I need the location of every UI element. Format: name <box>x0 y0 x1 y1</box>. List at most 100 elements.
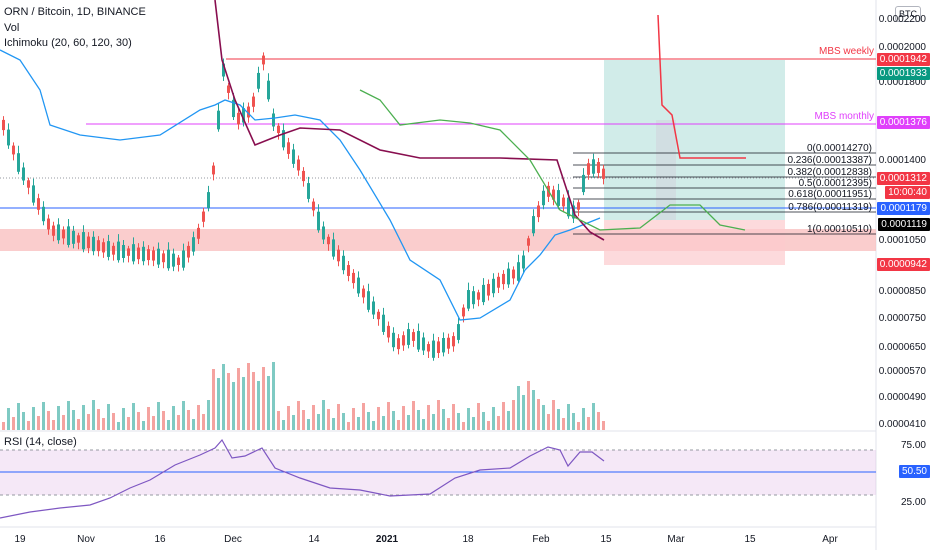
candle-body <box>532 216 535 234</box>
volume-bar <box>252 372 255 430</box>
candle-body <box>272 113 275 127</box>
candle-body <box>262 55 265 65</box>
volume-bar <box>117 422 120 430</box>
candle-body <box>447 337 450 349</box>
volume-bar <box>522 395 525 430</box>
volume-bar <box>112 413 115 430</box>
candle-body <box>377 311 380 320</box>
candle-body <box>477 292 480 300</box>
mbs-weekly-label: MBS weekly <box>819 46 874 57</box>
position-loss-zone <box>604 220 785 265</box>
volume-bar <box>212 369 215 430</box>
volume-bar <box>602 421 605 430</box>
volume-bar <box>587 417 590 430</box>
volume-bar <box>102 418 105 430</box>
volume-bar <box>272 362 275 430</box>
fib-level-label: 0.786(0.00011319) <box>788 202 872 213</box>
candle-body <box>92 236 95 252</box>
volume-bar <box>532 390 535 430</box>
currency-badge[interactable]: BTC <box>895 6 921 22</box>
symbol-title[interactable]: ORN / Bitcoin, 1D, BINANCE <box>4 6 146 18</box>
candle-body <box>522 255 525 269</box>
volume-bar <box>152 416 155 430</box>
volume-bar <box>562 418 565 430</box>
volume-bar <box>317 414 320 430</box>
volume-bar <box>307 419 310 430</box>
volume-bar <box>182 401 185 430</box>
time-tick: Nov <box>77 534 95 545</box>
candle-body <box>52 225 55 236</box>
volume-bar <box>362 403 365 430</box>
vol-indicator-label[interactable]: Vol <box>4 22 20 34</box>
fib-level-label: 1(0.00010510) <box>807 224 872 235</box>
candle-body <box>237 112 240 125</box>
volume-bar <box>477 403 480 430</box>
candle-body <box>72 230 75 244</box>
volume-bar <box>472 417 475 430</box>
volume-bar <box>457 413 460 430</box>
volume-bar <box>482 412 485 430</box>
volume-bar <box>297 401 300 430</box>
rsi-indicator-label[interactable]: RSI (14, close) <box>4 436 77 448</box>
volume-bar <box>517 386 520 430</box>
volume-bar <box>137 412 140 430</box>
time-tick: 15 <box>600 534 612 545</box>
candle-body <box>132 244 135 262</box>
candle-body <box>412 332 415 341</box>
candle-body <box>392 332 395 348</box>
candle-body <box>152 250 155 261</box>
volume-bar <box>282 420 285 430</box>
candle-body <box>217 110 220 130</box>
volume-bar <box>32 407 35 430</box>
volume-bar <box>292 415 295 430</box>
candle-body <box>122 245 125 258</box>
volume-bar <box>552 400 555 430</box>
volume-bar <box>147 407 150 430</box>
volume-bar <box>157 402 160 430</box>
volume-bar <box>582 408 585 430</box>
ichimoku-conversion-line <box>0 49 601 321</box>
candle-body <box>427 344 430 352</box>
candle-body <box>462 307 465 317</box>
volume-bar <box>132 403 135 430</box>
candle-body <box>112 245 115 255</box>
volume-bar <box>312 405 315 430</box>
price-tick: 0.0002200 <box>878 14 926 25</box>
volume-bar <box>567 404 570 430</box>
volume-bar <box>227 373 230 430</box>
entry-price-label: 0.0001119 <box>878 218 930 231</box>
candle-body <box>517 262 520 281</box>
volume-bar <box>402 406 405 430</box>
volume-bar <box>162 411 165 430</box>
candle-body <box>2 119 5 131</box>
time-tick: Apr <box>822 534 838 545</box>
bar-countdown-label: 10:00:40 <box>885 186 930 199</box>
candle-body <box>557 190 560 206</box>
candle-body <box>302 170 305 182</box>
rsi-line <box>0 438 605 519</box>
candle-body <box>22 167 25 181</box>
candle-body <box>12 145 15 155</box>
rsi-tick: 75.00 <box>900 440 926 451</box>
time-tick: 14 <box>308 534 320 545</box>
candle-body <box>497 276 500 288</box>
price-tick: 0.0000650 <box>878 342 926 353</box>
position-profit-zone <box>604 60 785 220</box>
volume-bar <box>577 422 580 430</box>
volume-bar <box>127 417 130 430</box>
candle-body <box>602 168 605 179</box>
fib-level-label: 0.5(0.00012395) <box>799 178 872 189</box>
ichimoku-indicator-label[interactable]: Ichimoku (20, 60, 120, 30) <box>4 37 132 49</box>
time-tick: Dec <box>224 534 242 545</box>
volume-bar <box>347 422 350 430</box>
volume-bar <box>122 408 125 430</box>
ichimoku-lagging-span <box>359 89 746 231</box>
price-tick: 0.0002000 <box>878 42 926 53</box>
candle-body <box>312 201 315 211</box>
price-tick: 0.0000490 <box>878 392 926 403</box>
volume-bar <box>387 402 390 430</box>
candle-body <box>597 162 600 173</box>
volume-bar <box>382 416 385 430</box>
rsi-value-label: 50.50 <box>898 465 930 478</box>
